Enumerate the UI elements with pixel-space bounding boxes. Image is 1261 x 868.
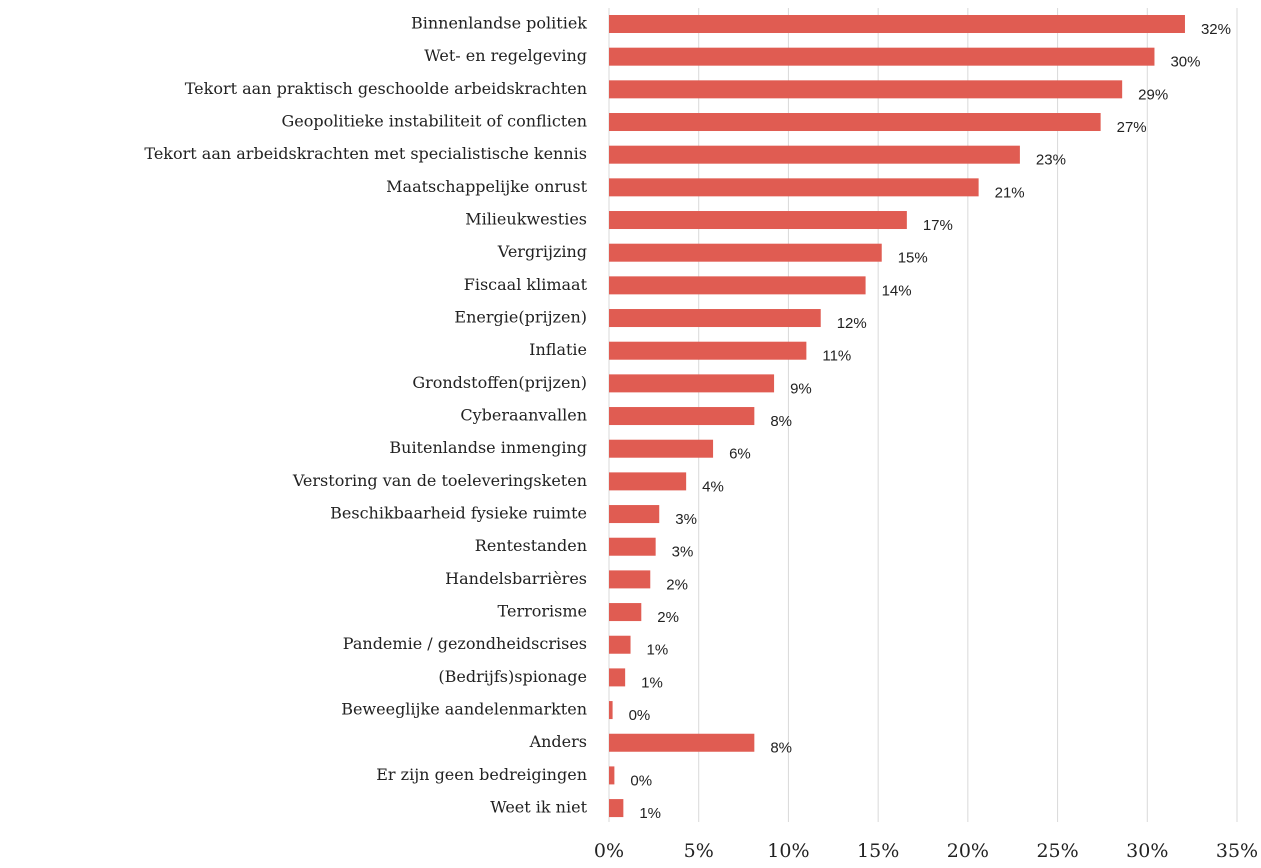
value-label: 0% <box>629 707 651 724</box>
category-label: Tekort aan praktisch geschoolde arbeidsk… <box>185 79 587 98</box>
category-label: Pandemie / gezondheidscrises <box>343 634 587 653</box>
category-label: Inflatie <box>529 340 587 359</box>
category-label: Anders <box>529 732 587 751</box>
value-label: 4% <box>702 478 724 495</box>
category-label: Beschikbaarheid fysieke ruimte <box>330 504 587 523</box>
bar <box>609 505 660 524</box>
category-label: Wet- en regelgeving <box>424 46 587 65</box>
x-tick-label: 20% <box>947 840 989 862</box>
category-label: Vergrijzing <box>497 242 587 261</box>
bar <box>609 243 882 262</box>
bar <box>609 472 687 491</box>
category-label: Maatschappelijke onrust <box>386 177 587 196</box>
bar <box>609 145 1020 164</box>
value-label: 1% <box>639 805 661 822</box>
bar <box>609 733 755 752</box>
value-label: 2% <box>657 609 679 626</box>
bar <box>609 701 613 720</box>
bar <box>609 603 642 622</box>
bar <box>609 309 821 328</box>
bar <box>609 439 714 458</box>
category-label: Cyberaanvallen <box>460 406 587 425</box>
bar <box>609 178 979 197</box>
category-label: Fiscaal klimaat <box>464 275 588 294</box>
x-tick-label: 10% <box>767 840 809 862</box>
value-label: 27% <box>1117 119 1147 136</box>
category-label: (Bedrijfs)spionage <box>438 667 587 686</box>
value-label: 12% <box>837 315 867 332</box>
category-label: Geopolitieke instabiliteit of conflicten <box>282 112 587 131</box>
category-label: Beweeglijke aandelenmarkten <box>341 700 587 719</box>
x-tick-label: 30% <box>1126 840 1168 862</box>
category-label: Buitenlandse inmenging <box>389 438 587 457</box>
value-label: 8% <box>770 413 792 430</box>
category-label: Rentestanden <box>475 536 587 555</box>
category-label: Er zijn geen bedreigingen <box>376 765 587 784</box>
bar <box>609 113 1101 132</box>
x-tick-label: 35% <box>1216 840 1258 862</box>
category-label: Milieukwesties <box>465 210 587 229</box>
value-label: 29% <box>1138 86 1168 103</box>
category-label: Energie(prijzen) <box>454 308 587 327</box>
value-label: 3% <box>672 544 694 561</box>
bar <box>609 80 1123 99</box>
bar <box>609 635 631 654</box>
value-label: 14% <box>882 282 912 299</box>
value-label: 0% <box>630 772 652 789</box>
value-label: 6% <box>729 446 751 463</box>
value-label: 17% <box>923 217 953 234</box>
bar <box>609 570 651 589</box>
bar <box>609 15 1185 33</box>
value-label: 23% <box>1036 152 1066 169</box>
value-label: 9% <box>790 380 812 397</box>
bar <box>609 537 656 556</box>
category-label: Tekort aan arbeidskrachten met specialis… <box>144 144 587 163</box>
bar <box>609 374 775 393</box>
x-tick-label: 5% <box>684 840 714 862</box>
bar <box>609 341 807 360</box>
category-label: Grondstoffen(prijzen) <box>412 373 587 392</box>
bar <box>609 766 615 785</box>
category-label: Binnenlandse politiek <box>411 14 587 33</box>
value-label: 15% <box>898 250 928 267</box>
category-label: Handelsbarrières <box>445 569 587 588</box>
x-tick-label: 25% <box>1036 840 1078 862</box>
bar <box>609 276 866 295</box>
category-label: Weet ik niet <box>490 798 587 817</box>
value-label: 1% <box>647 642 669 659</box>
bar <box>609 407 755 426</box>
value-label: 32% <box>1201 21 1231 38</box>
x-tick-label: 0% <box>594 840 624 862</box>
bar <box>609 799 624 818</box>
value-label: 30% <box>1170 54 1200 71</box>
bar <box>609 47 1155 66</box>
value-label: 2% <box>666 576 688 593</box>
value-label: 1% <box>641 674 663 691</box>
value-label: 11% <box>822 348 851 365</box>
value-label: 8% <box>770 740 792 757</box>
bar <box>609 211 907 230</box>
x-tick-label: 15% <box>857 840 899 862</box>
category-label: Verstoring van de toeleveringsketen <box>292 471 587 490</box>
bar <box>609 668 626 687</box>
value-label: 3% <box>675 511 697 528</box>
value-label: 21% <box>995 184 1025 201</box>
category-label: Terrorisme <box>498 602 587 621</box>
